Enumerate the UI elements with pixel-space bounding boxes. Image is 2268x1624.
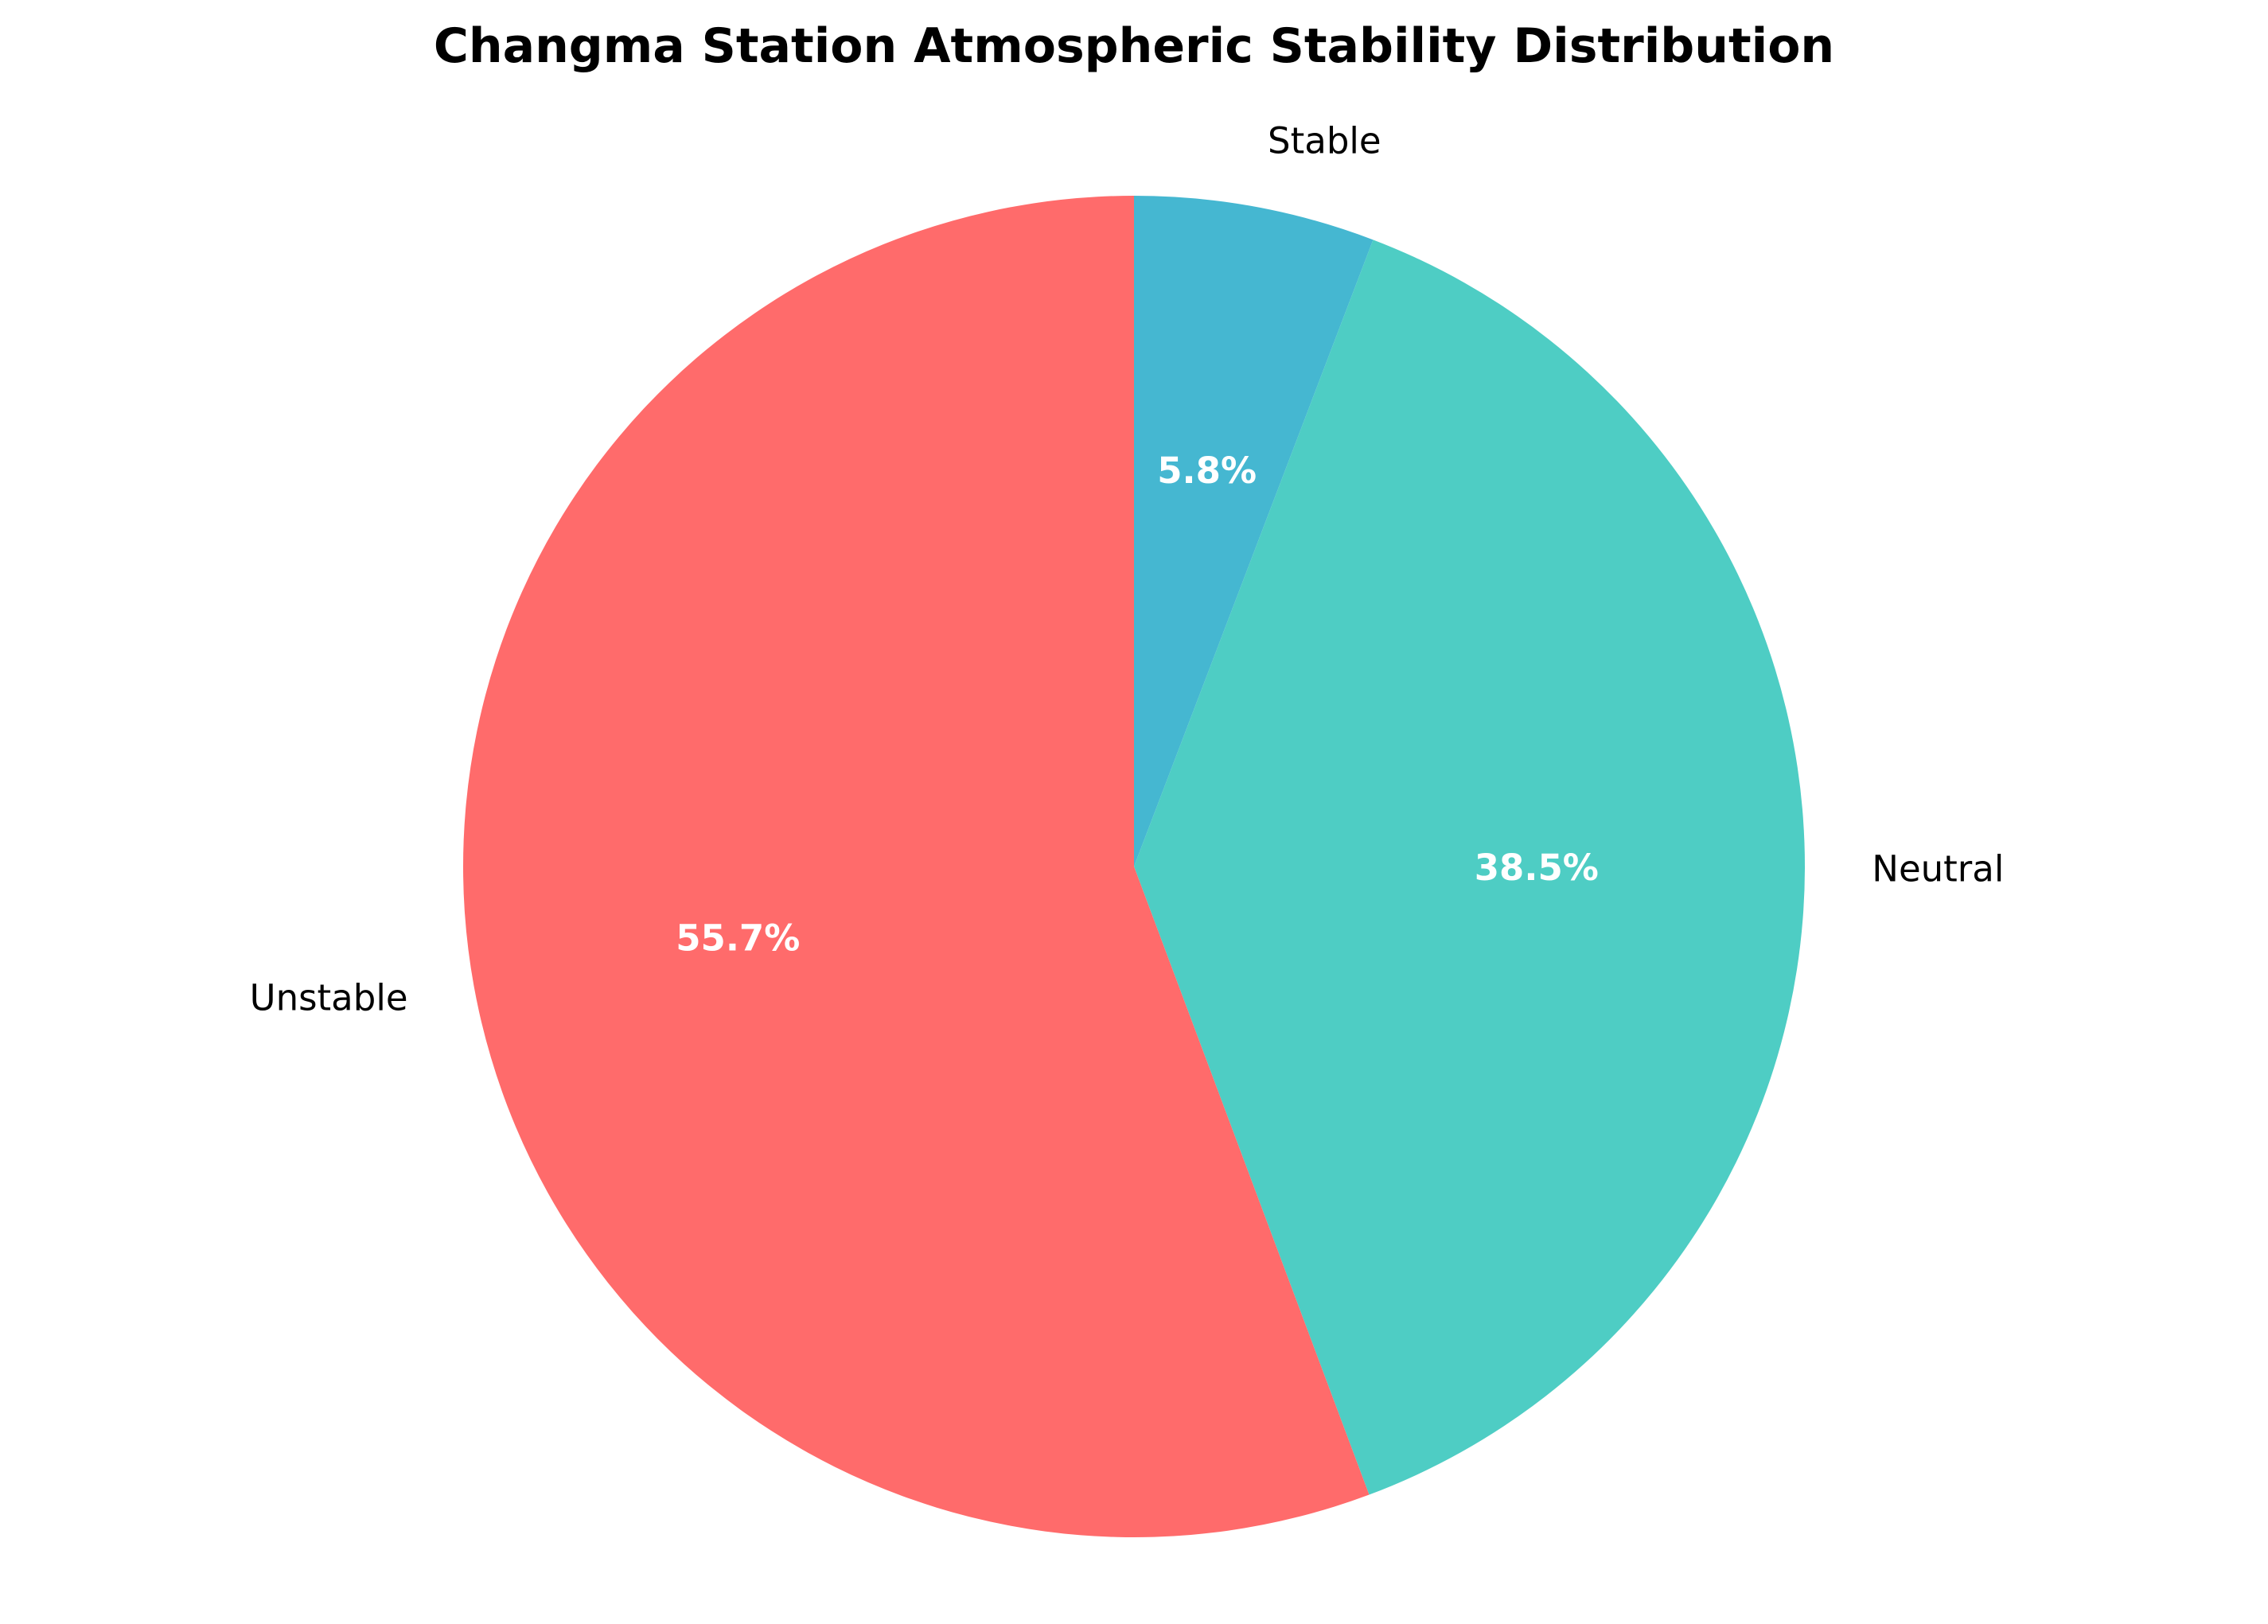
slice-label-neutral: Neutral [1872, 847, 2004, 890]
pie-slice-neutral [1134, 240, 1806, 1495]
slice-label-unstable: Unstable [250, 977, 408, 1019]
slice-percent-neutral: 38.5% [1475, 847, 1599, 889]
slice-label-stable: Stable [1268, 120, 1381, 162]
pie-slice-unstable [463, 196, 1370, 1537]
pie-labels: Stable 5.8% Neutral 38.5% Unstable 55.7% [250, 120, 2005, 1019]
slice-percent-unstable: 55.7% [676, 917, 800, 960]
chart-title: Changma Station Atmospheric Stability Di… [434, 18, 1834, 74]
slice-percent-stable: 5.8% [1157, 450, 1257, 492]
pie-slice-stable [1134, 196, 1374, 867]
pie-slices [463, 196, 1806, 1537]
